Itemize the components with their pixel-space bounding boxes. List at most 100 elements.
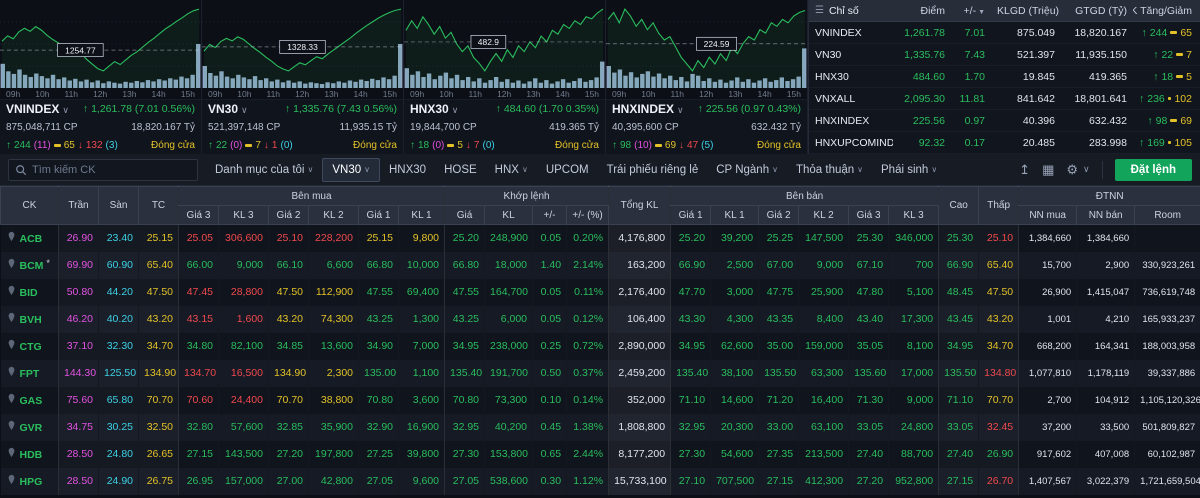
- chevron-down-icon: ∨: [857, 165, 864, 174]
- volume-bar: [673, 80, 678, 88]
- index-name-selector[interactable]: VN30 ∨: [208, 100, 248, 118]
- stock-row[interactable]: HPG 28.50 24.90 26.75 26.95 157,000 27.00 42,80…: [0, 467, 1200, 495]
- cell-foreign-buy: 668,200: [1018, 332, 1078, 360]
- volume-bar: [123, 81, 128, 88]
- menu-icon[interactable]: ☰: [815, 5, 824, 16]
- stock-row[interactable]: BCM * 69.90 60.90 65.40 66.00 9,000 66.10 6,600 6…: [0, 251, 1200, 279]
- stock-row[interactable]: GAS 75.60 65.80 70.70 70.60 24,400 70.70 38,800…: [0, 386, 1200, 414]
- stock-row[interactable]: GVR 34.75 30.25 32.50 32.80 57,600 32.85 35,900…: [0, 413, 1200, 441]
- pin-icon[interactable]: [7, 258, 16, 269]
- volume-bar: [679, 77, 684, 88]
- pin-icon[interactable]: [7, 339, 16, 350]
- unchanged-count: 105: [1174, 136, 1192, 149]
- floor-count: (0): [280, 139, 293, 151]
- stock-row[interactable]: HDB 28.50 24.80 26.65 27.15 143,500 27.20 197,8…: [0, 440, 1200, 468]
- sort-desc-icon[interactable]: ▼: [978, 8, 985, 16]
- cell-buy-vol-2: 112,900: [308, 278, 359, 306]
- index-table-row[interactable]: HNX30 484.60 1.70 19.845 419.365 ↑ 18 5: [809, 66, 1200, 88]
- pin-icon[interactable]: [7, 393, 16, 404]
- index-table-row[interactable]: VN30 1,335.76 7.43 521.397 11,935.150 ↑ 22 7: [809, 44, 1200, 66]
- cell-match-vol: 538,600: [484, 467, 534, 495]
- index-table-row[interactable]: HNXUPCOMINDI 92.32 0.17 20.485 283.998 ↑ 169 10…: [809, 132, 1200, 154]
- time-axis-label: 12h: [497, 89, 512, 99]
- cell-match-vol: 18,000: [484, 251, 534, 279]
- pin-icon[interactable]: [7, 312, 16, 323]
- volume-bar: [729, 80, 734, 88]
- export-icon[interactable]: ↥: [1019, 161, 1031, 177]
- tab-upcom[interactable]: UPCOM: [537, 158, 598, 182]
- index-table-row[interactable]: HNXINDEX 225.56 0.97 40.396 632.432 ↑ 98 69: [809, 110, 1200, 132]
- stock-row[interactable]: ACB 26.90 23.40 25.15 25.05 306,600 25.10 228,2…: [0, 224, 1200, 252]
- tab-thỏa-thuận[interactable]: Thỏa thuận ∨: [787, 158, 872, 182]
- index-charts: 1254.77 09h 10h 11h 12h 13h 14h 15h VNINDEX ∨ ↑ 1,…: [0, 0, 808, 154]
- volume-bar: [600, 61, 605, 88]
- volume-bar: [173, 79, 179, 88]
- settings-icon[interactable]: ⚙ ∨: [1066, 161, 1090, 177]
- cell-match-change: 0.50: [532, 359, 568, 387]
- place-order-button[interactable]: Đặt lệnh: [1114, 158, 1192, 181]
- up-arrow-icon: ↑: [1139, 92, 1145, 105]
- up-arrow-icon: ↑: [1153, 70, 1159, 83]
- tab-vn30[interactable]: VN30 ∨: [322, 157, 380, 182]
- stock-search[interactable]: [8, 158, 198, 181]
- stock-row[interactable]: FPT 144.30 125.50 134.90 134.70 16,500 134.90 2…: [0, 359, 1200, 387]
- tab-trái-phiếu-riêng-lẻ[interactable]: Trái phiếu riêng lẻ: [598, 158, 708, 182]
- cell-sell-vol-3: 5,100: [888, 278, 940, 306]
- index-table-row[interactable]: VNINDEX 1,261.78 7.01 875.049 18,820.167 ↑ 244…: [809, 22, 1200, 44]
- cell-foreign-buy: 15,700: [1018, 251, 1078, 279]
- tab-label: HNX30: [389, 163, 427, 176]
- pin-icon[interactable]: [7, 231, 16, 242]
- index-name-selector[interactable]: HNX30 ∨: [410, 100, 458, 118]
- cell-floor: 40.20: [98, 305, 139, 333]
- column-header: Giá 1: [670, 205, 712, 225]
- volume-bar: [768, 81, 773, 88]
- volume-bar: [319, 84, 325, 88]
- column-header: Giá: [444, 205, 486, 225]
- top-region: 1254.77 09h 10h 11h 12h 13h 14h 15h VNINDEX ∨ ↑ 1,…: [0, 0, 1200, 154]
- cell-match-change-pct: 0.37%: [566, 359, 610, 387]
- cell-buy-vol-3: 9,000: [218, 251, 269, 279]
- index-klgd: 875.049: [1017, 26, 1055, 39]
- board-header-row-1: CK Trần Sàn TC Bên mua Khớp lệnh Tổng KL Bên bá…: [0, 186, 1200, 225]
- cell-sell-price-1: 135.40: [670, 359, 712, 387]
- cell-buy-price-2: 66.10: [268, 251, 309, 279]
- volume-bar: [493, 77, 499, 88]
- tab-cp-ngành[interactable]: CP Ngành ∨: [707, 158, 787, 182]
- search-input[interactable]: [32, 163, 191, 176]
- pin-icon[interactable]: [7, 474, 16, 485]
- index-name-selector[interactable]: VNINDEX ∨: [6, 100, 69, 118]
- ticker-cell: FPT: [0, 359, 59, 387]
- stock-row[interactable]: BVH 46.20 40.20 43.20 43.15 1,600 43.20 74,300 4…: [0, 305, 1200, 333]
- index-name-selector[interactable]: HNXINDEX ∨: [612, 100, 684, 118]
- stock-row[interactable]: BID 50.80 44.20 47.50 47.45 28,800 47.50 112,90…: [0, 278, 1200, 306]
- cell-buy-price-2: 43.20: [268, 305, 309, 333]
- tab-hnx30[interactable]: HNX30: [380, 158, 435, 182]
- tab-hnx[interactable]: HNX ∨: [486, 158, 537, 182]
- cell-buy-vol-1: 69,400: [398, 278, 446, 306]
- layout-icon[interactable]: ▦: [1042, 161, 1055, 177]
- header-label: +/- ▼: [963, 4, 985, 17]
- tab-hose[interactable]: HOSE: [435, 158, 486, 182]
- pin-icon[interactable]: [7, 366, 16, 377]
- chart-area: 224.59: [606, 0, 807, 88]
- index-table-row[interactable]: VNXALL 2,095.30 11.81 841.642 18,801.641 ↑ 236…: [809, 88, 1200, 110]
- tab-danh-mục-của-tôi[interactable]: Danh mục của tôi ∨: [206, 158, 322, 182]
- cell-match-change: 0.10: [532, 386, 568, 414]
- cell-foreign-buy: 917,602: [1018, 440, 1078, 468]
- pin-icon[interactable]: [7, 285, 16, 296]
- index-klgd: 841.642: [1017, 92, 1055, 105]
- down-arrow-icon: ↓: [77, 139, 83, 151]
- cell-sell-price-3: 35.05: [848, 332, 890, 360]
- cell-match-price: 66.80: [444, 251, 486, 279]
- cell-match-vol: 164,700: [484, 278, 534, 306]
- toolbar-icons: ↥ ▦ ⚙ ∨ Đặt lệnh: [1019, 158, 1192, 181]
- volume-bar: [140, 82, 145, 88]
- stock-row[interactable]: CTG 37.10 32.30 34.70 34.80 82,100 34.85 13,600…: [0, 332, 1200, 360]
- time-axis-label: 12h: [295, 89, 310, 99]
- volume-bar: [628, 72, 634, 88]
- pin-icon[interactable]: [7, 420, 16, 431]
- time-axis-label: 10h: [439, 89, 454, 99]
- cell-ceiling: 69.90: [58, 251, 99, 279]
- tab-phái-sinh[interactable]: Phái sinh ∨: [872, 158, 946, 182]
- pin-icon[interactable]: [7, 447, 16, 458]
